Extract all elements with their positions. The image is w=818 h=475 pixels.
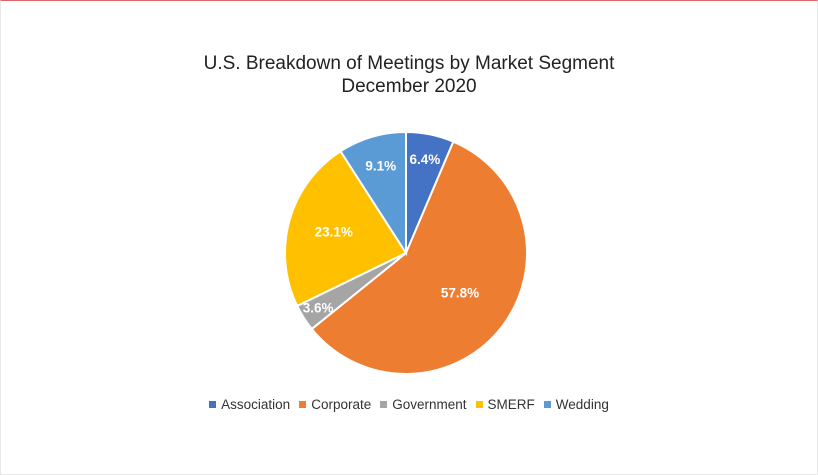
legend-item-association: Association [209,397,290,412]
chart-subtitle: December 2020 [341,76,477,97]
data-label-association: 6.4% [409,152,440,167]
legend-swatch-smerf [475,401,483,408]
pie-slice-wedding [339,130,407,257]
legend-item-wedding: Wedding [543,397,609,412]
data-label-corporate: 57.8% [441,285,479,300]
data-label-government: 3.6% [303,300,334,315]
legend-swatch-wedding [543,401,551,408]
legend-item-corporate: Corporate [299,397,371,412]
legend-item-government: Government [380,397,467,412]
legend-label-government: Government [392,397,467,412]
pie-slice-corporate [310,140,528,375]
data-label-wedding: 9.1% [365,159,396,174]
chart-legend: Association Corporate Government SMERF Weddi… [0,397,818,412]
legend-label-association: Association [221,397,291,412]
legend-swatch-association [209,401,217,408]
pie-data-labels: 6.4% 57.8% 3.6% 23.1% 9.1% [303,152,479,315]
legend-item-smerf: SMERF [475,397,535,412]
legend-label-smerf: SMERF [487,397,535,412]
data-label-smerf: 23.1% [315,224,353,239]
legend-label-corporate: Corporate [311,397,372,412]
chart-title: U.S. Breakdown of Meetings by Market Seg… [203,53,615,74]
legend-label-wedding: Wedding [555,397,609,412]
legend-swatch-corporate [299,401,307,408]
pie-slices [284,130,528,375]
pie-slice-smerf [284,149,408,308]
legend-swatch-government [380,401,388,408]
chart-title-block: U.S. Breakdown of Meetings by Market Seg… [0,52,818,98]
